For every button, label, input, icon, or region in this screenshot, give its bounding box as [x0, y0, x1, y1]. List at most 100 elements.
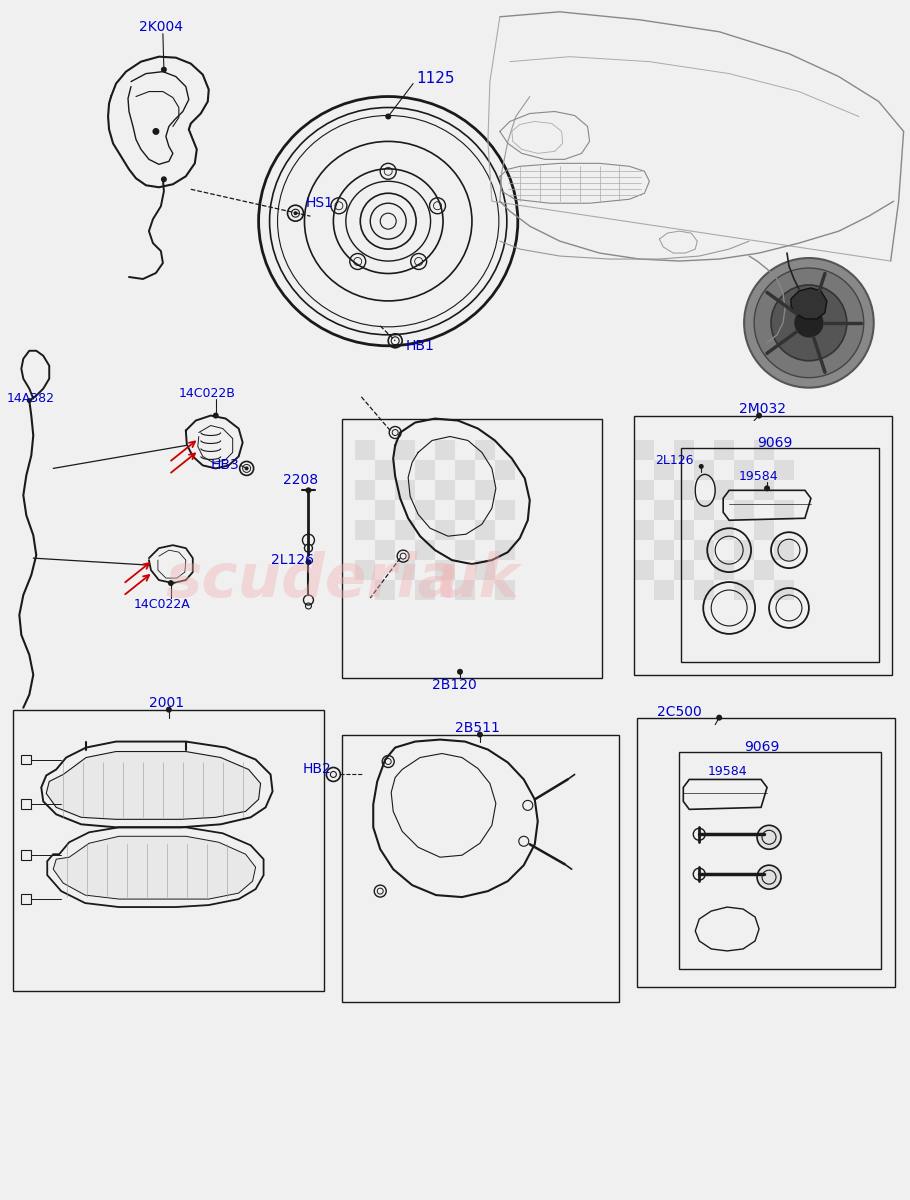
Polygon shape — [391, 754, 496, 857]
Bar — [734, 521, 754, 540]
Bar — [694, 540, 714, 560]
Text: 14C022A: 14C022A — [134, 599, 191, 612]
Bar — [375, 500, 395, 521]
Bar — [754, 461, 774, 480]
Bar — [774, 580, 794, 600]
Bar — [694, 580, 714, 600]
Bar — [674, 480, 694, 500]
Bar — [495, 440, 515, 461]
Bar — [14, 709, 324, 991]
Bar — [355, 540, 375, 560]
Bar — [734, 580, 754, 600]
Circle shape — [161, 67, 167, 73]
Circle shape — [699, 464, 703, 469]
Bar — [21, 799, 31, 809]
Bar — [694, 521, 714, 540]
Circle shape — [166, 707, 172, 713]
Text: 2C500: 2C500 — [657, 704, 703, 719]
Bar — [774, 440, 794, 461]
Bar — [415, 461, 435, 480]
Bar — [654, 580, 674, 600]
Circle shape — [693, 868, 705, 880]
Bar — [395, 560, 415, 580]
Bar — [637, 718, 895, 986]
Bar — [654, 521, 674, 540]
Bar — [435, 560, 455, 580]
Text: 14C022B: 14C022B — [179, 388, 236, 400]
Bar — [774, 480, 794, 500]
Bar — [415, 500, 435, 521]
Bar — [495, 580, 515, 600]
Bar — [21, 894, 31, 904]
Bar — [754, 500, 774, 521]
Text: 2M032: 2M032 — [739, 402, 786, 415]
Bar — [634, 500, 654, 521]
Bar — [395, 540, 415, 560]
Bar — [634, 461, 654, 480]
Text: uk: uk — [435, 551, 520, 610]
Text: 2B120: 2B120 — [432, 678, 477, 691]
Bar — [495, 540, 515, 560]
Bar — [754, 480, 774, 500]
Text: 2001: 2001 — [149, 696, 184, 709]
Bar — [495, 461, 515, 480]
Bar — [694, 461, 714, 480]
Text: scuderia: scuderia — [166, 551, 460, 610]
Bar — [435, 440, 455, 461]
Bar — [375, 521, 395, 540]
Bar — [355, 500, 375, 521]
Bar — [714, 540, 734, 560]
Bar — [435, 480, 455, 500]
Bar — [734, 560, 754, 580]
Circle shape — [771, 284, 847, 361]
Bar — [375, 560, 395, 580]
Polygon shape — [53, 836, 256, 899]
Bar — [495, 521, 515, 540]
Bar — [734, 540, 754, 560]
Text: HB1: HB1 — [405, 338, 434, 353]
Bar — [455, 461, 475, 480]
Bar — [475, 440, 495, 461]
Bar — [654, 540, 674, 560]
Bar — [395, 461, 415, 480]
Bar — [634, 480, 654, 500]
Text: HB2: HB2 — [302, 762, 331, 776]
Bar — [654, 560, 674, 580]
Bar — [774, 560, 794, 580]
Circle shape — [294, 211, 298, 215]
Bar — [415, 580, 435, 600]
Bar — [395, 521, 415, 540]
Bar — [714, 500, 734, 521]
Bar — [674, 540, 694, 560]
Bar — [355, 440, 375, 461]
Bar — [435, 521, 455, 540]
Bar — [674, 560, 694, 580]
Circle shape — [744, 258, 874, 388]
Circle shape — [161, 176, 167, 182]
Text: HB3: HB3 — [211, 458, 239, 473]
Bar — [694, 480, 714, 500]
Bar — [415, 440, 435, 461]
Bar — [455, 560, 475, 580]
Bar — [475, 560, 495, 580]
Text: 9069: 9069 — [744, 739, 780, 754]
Circle shape — [757, 826, 781, 850]
Bar — [475, 461, 495, 480]
Circle shape — [795, 308, 823, 337]
Bar — [435, 500, 455, 521]
Bar — [435, 461, 455, 480]
Circle shape — [477, 732, 483, 738]
Bar — [21, 755, 31, 764]
Circle shape — [306, 559, 311, 565]
Bar — [435, 540, 455, 560]
Circle shape — [213, 413, 218, 419]
Bar — [634, 580, 654, 600]
Bar — [714, 461, 734, 480]
Bar — [714, 580, 734, 600]
Circle shape — [360, 193, 416, 250]
Bar — [754, 540, 774, 560]
Text: 14A382: 14A382 — [6, 392, 55, 406]
Bar — [435, 580, 455, 600]
Bar — [734, 480, 754, 500]
Bar — [634, 415, 892, 674]
